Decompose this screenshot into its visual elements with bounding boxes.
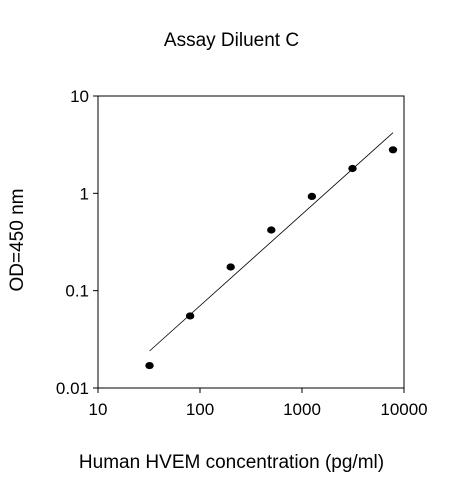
data-point bbox=[348, 164, 357, 173]
x-tick-label: 1000 bbox=[283, 400, 321, 419]
plot-frame bbox=[97, 95, 405, 389]
x-axis-label: Human HVEM concentration (pg/ml) bbox=[78, 452, 385, 473]
data-points bbox=[145, 146, 398, 370]
data-point bbox=[267, 226, 276, 234]
y-axis-ticks: 0.01 0.1 1 10 bbox=[56, 87, 98, 398]
x-tick-label: 10 bbox=[89, 400, 108, 419]
y-tick-label: 1 bbox=[80, 184, 89, 203]
fit-line bbox=[149, 132, 394, 352]
data-point bbox=[185, 312, 195, 320]
x-tick-label: 100 bbox=[186, 400, 214, 419]
x-tick-label: 10000 bbox=[380, 400, 427, 419]
fit-line-group bbox=[149, 132, 394, 352]
x-axis-ticks: 10 100 1000 10000 bbox=[89, 388, 428, 419]
y-tick-label: 0.01 bbox=[56, 379, 89, 398]
chart-title: Assay Diluent C bbox=[163, 30, 300, 51]
data-point bbox=[307, 192, 317, 201]
data-point bbox=[388, 146, 398, 154]
data-point bbox=[145, 361, 154, 370]
y-tick-label: 10 bbox=[70, 87, 89, 106]
y-tick-label: 0.1 bbox=[65, 282, 89, 301]
data-point bbox=[226, 263, 235, 271]
